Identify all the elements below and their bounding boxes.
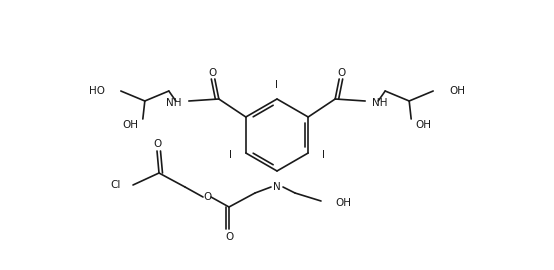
Text: NH: NH	[372, 98, 388, 108]
Text: OH: OH	[335, 198, 351, 208]
Text: Cl: Cl	[111, 180, 121, 190]
Text: O: O	[225, 232, 233, 242]
Text: I: I	[322, 150, 325, 160]
Text: O: O	[153, 139, 161, 149]
Text: O: O	[203, 192, 211, 202]
Text: HO: HO	[89, 86, 105, 96]
Text: I: I	[275, 80, 279, 90]
Text: OH: OH	[123, 120, 139, 130]
Text: N: N	[273, 182, 281, 192]
Text: OH: OH	[415, 120, 431, 130]
Text: I: I	[229, 150, 232, 160]
Text: NH: NH	[166, 98, 182, 108]
Text: O: O	[337, 68, 345, 78]
Text: O: O	[209, 68, 217, 78]
Text: OH: OH	[449, 86, 465, 96]
